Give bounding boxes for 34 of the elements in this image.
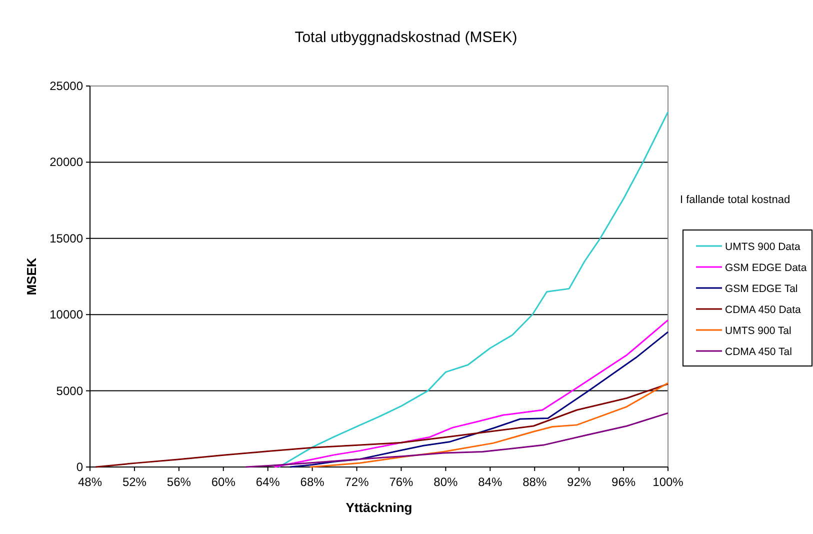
x-tick-label: 72% (344, 475, 370, 489)
x-tick-label: 68% (300, 475, 325, 489)
legend-title: I fallande total kostnad (680, 194, 790, 206)
line-series (309, 382, 669, 468)
y-tick-label: 25000 (50, 79, 84, 93)
legend-label: CDMA 450 Data (725, 304, 802, 316)
x-tick-label: 76% (389, 475, 414, 489)
y-tick-label: 10000 (50, 308, 84, 322)
legend-label: GSM EDGE Tal (725, 283, 798, 295)
chart-title: Total utbyggnadskostnad (MSEK) (294, 29, 518, 46)
x-tick-label: 56% (166, 475, 192, 489)
x-tick-label: 64% (256, 475, 280, 489)
legend-label: CDMA 450 Tal (725, 346, 792, 358)
y-axis-title: MSEK (24, 257, 39, 296)
x-tick-label: 84% (478, 475, 502, 489)
x-tick-label: 100% (652, 475, 684, 489)
x-tick-label: 96% (612, 475, 636, 489)
x-tick-label: 52% (122, 475, 147, 489)
line-series (244, 412, 669, 468)
line-series (278, 111, 669, 468)
y-tick-label: 5000 (56, 384, 84, 398)
x-tick-label: 88% (522, 475, 547, 489)
y-tick-label: 20000 (50, 155, 84, 170)
x-tick-label: 92% (567, 475, 592, 489)
y-tick-label: 15000 (50, 231, 84, 246)
y-tick-label: 0 (76, 460, 84, 474)
legend-label: GSM EDGE Data (725, 262, 807, 274)
legend-label: UMTS 900 Tal (725, 325, 792, 337)
x-tick-label: 60% (211, 475, 236, 489)
x-tick-label: 80% (434, 475, 458, 489)
legend-label: UMTS 900 Data (725, 241, 800, 253)
line-series (94, 383, 669, 468)
x-axis-title: Yttäckning (346, 500, 412, 515)
x-tick-label: 48% (78, 475, 102, 489)
